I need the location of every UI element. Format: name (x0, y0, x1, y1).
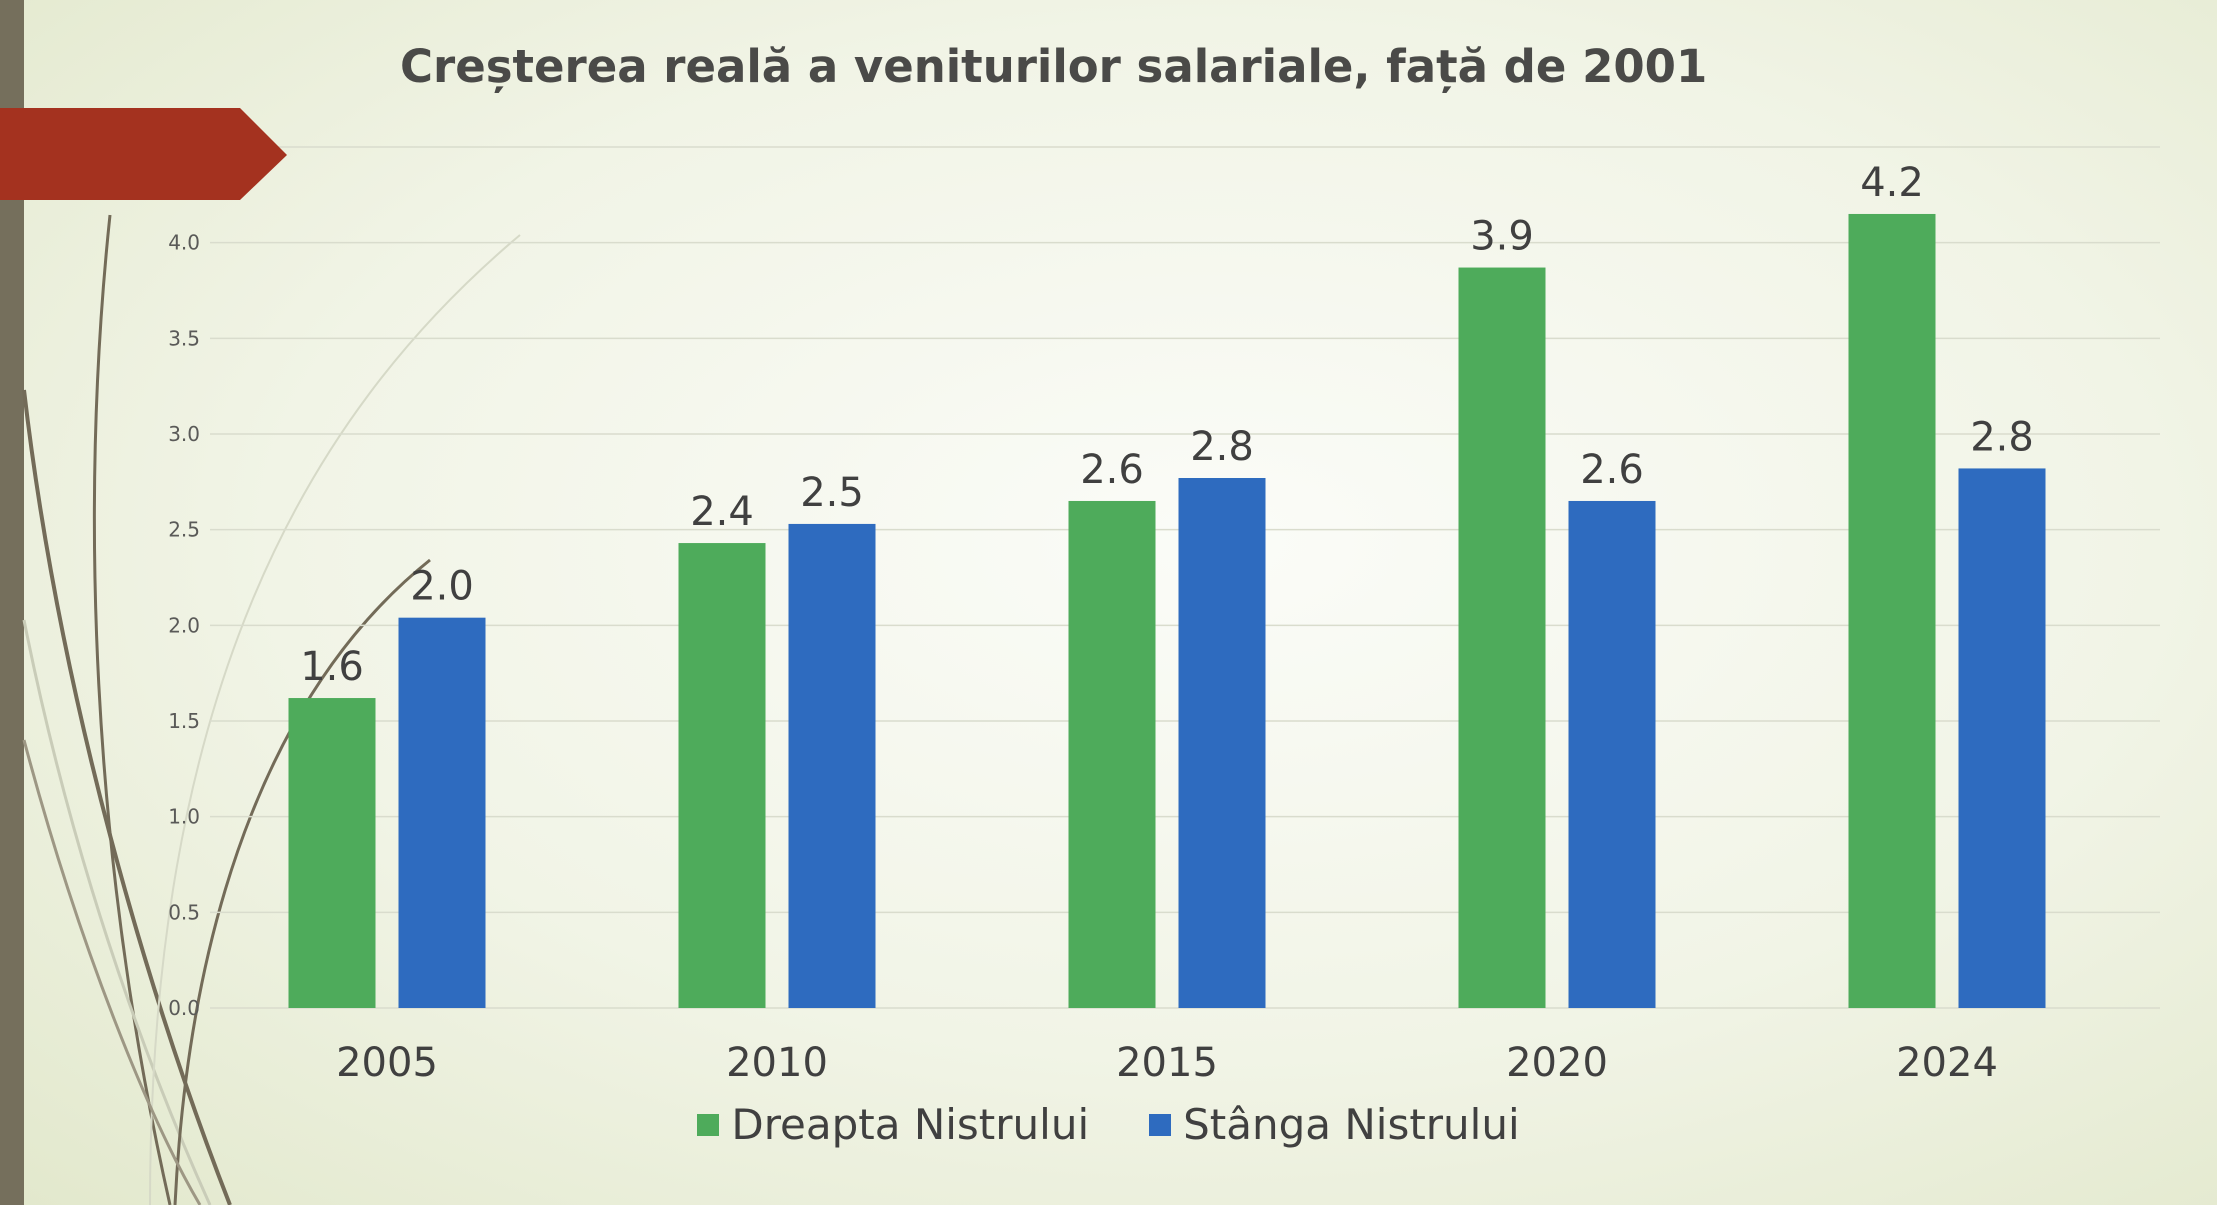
bar (288, 698, 376, 1008)
bar (1178, 478, 1266, 1008)
data-label: 2.5 (800, 470, 864, 516)
y-tick-label: 1.5 (168, 709, 200, 733)
legend-label: Dreapta Nistrului (731, 1100, 1090, 1149)
y-tick-label: 0.0 (168, 996, 200, 1020)
y-tick-label: 3.5 (168, 326, 200, 350)
data-label: 4.2 (1860, 160, 1924, 206)
y-tick-label: 3.0 (168, 422, 200, 446)
x-category-label: 2005 (336, 1040, 438, 1086)
data-label: 2.0 (410, 564, 474, 610)
x-category-label: 2020 (1506, 1040, 1608, 1086)
data-label: 2.8 (1970, 414, 2034, 460)
swoosh-line (22, 389, 232, 1205)
swoosh-line (22, 739, 202, 1205)
legend-swatch (1149, 1113, 1172, 1136)
x-category-label: 2015 (1116, 1040, 1218, 1086)
bar (398, 617, 486, 1008)
x-axis-categories: 2005 2010 2015 2020 2024 (336, 1040, 1998, 1086)
legend-item-dreapta: Dreapta Nistrului (697, 1100, 1089, 1149)
bar (1568, 500, 1656, 1008)
bar (678, 543, 766, 1008)
y-tick-label: 2.0 (168, 613, 200, 637)
y-tick-label: 2.5 (168, 518, 200, 542)
swoosh-line (149, 234, 521, 1205)
y-tick-label: 0.5 (168, 900, 200, 924)
data-label: 2.8 (1190, 424, 1254, 470)
legend-swatch (697, 1113, 720, 1136)
bar (1848, 213, 1936, 1008)
data-labels: 1.6 2.0 2.4 2.5 2.6 2.8 3.9 2.6 4.2 2.8 (300, 160, 2034, 690)
bar (788, 523, 876, 1008)
data-label: 1.6 (300, 644, 364, 690)
swoosh-line (173, 558, 431, 1205)
legend-label: Stânga Nistrului (1183, 1100, 1520, 1149)
x-category-label: 2010 (726, 1040, 828, 1086)
bar (1068, 500, 1156, 1008)
data-label: 3.9 (1470, 214, 1534, 260)
ribbon-banner (0, 108, 287, 200)
chart-title: Creșterea reală a veniturilor salariale,… (400, 40, 1708, 93)
legend-item-stanga: Stânga Nistrului (1149, 1100, 1520, 1149)
decorative-swooshes (22, 214, 521, 1205)
data-label: 2.4 (690, 489, 754, 535)
y-tick-label: 1.0 (168, 805, 200, 829)
bar (1958, 468, 2046, 1008)
data-label: 2.6 (1080, 447, 1144, 493)
y-tick-label: 4.0 (168, 231, 200, 255)
x-category-label: 2024 (1896, 1040, 1998, 1086)
bar (1458, 267, 1546, 1008)
left-edge-bar (0, 0, 24, 1205)
bars (288, 213, 2046, 1008)
swoosh-line (92, 214, 172, 1205)
data-label: 2.6 (1580, 447, 1644, 493)
legend: Dreapta Nistrului Stânga Nistrului (0, 1100, 2217, 1149)
